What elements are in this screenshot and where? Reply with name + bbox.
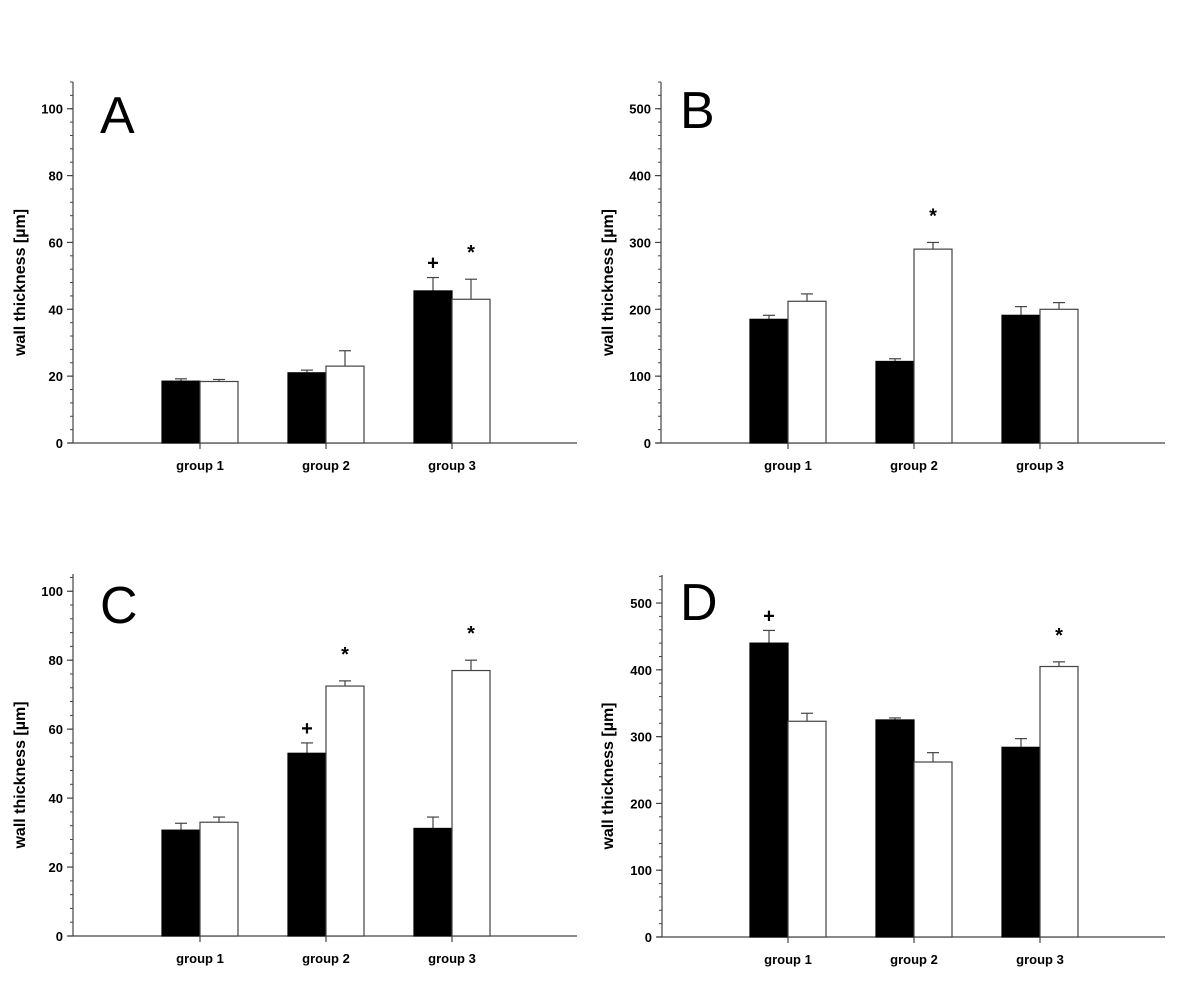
bar: [1001, 314, 1041, 444]
y-axis-label: wall thickness [µm]: [12, 209, 29, 357]
x-tick-label: group 3: [428, 951, 476, 966]
bar: [1039, 308, 1079, 444]
x-tick-label: group 1: [764, 952, 812, 967]
x-tick-label: group 2: [890, 458, 938, 473]
bar: [875, 360, 915, 444]
bar: [413, 827, 453, 937]
y-tick-label: 200: [629, 302, 651, 317]
bar: [451, 298, 491, 444]
y-tick-label: 20: [49, 860, 63, 875]
bar: [913, 761, 953, 938]
y-tick-label: 0: [56, 436, 63, 451]
bar: [1001, 746, 1041, 938]
bar: [287, 372, 327, 444]
x-tick-label: group 2: [302, 458, 350, 473]
y-tick-label: 100: [41, 102, 63, 117]
y-tick-label: 80: [49, 653, 63, 668]
bar: [787, 300, 827, 444]
x-tick-label: group 2: [890, 952, 938, 967]
y-tick-label: 0: [645, 930, 652, 945]
y-tick-label: 100: [629, 369, 651, 384]
bar: [749, 318, 789, 444]
significance-marker: +: [301, 718, 313, 740]
y-tick-label: 500: [629, 102, 651, 117]
panel-label: C: [100, 577, 138, 635]
significance-marker: *: [341, 644, 349, 666]
significance-marker: +: [427, 253, 439, 275]
y-tick-label: 80: [49, 169, 63, 184]
bar: [451, 669, 491, 937]
y-tick-label: 500: [630, 596, 652, 611]
significance-marker: *: [467, 242, 475, 264]
x-tick-label: group 2: [302, 951, 350, 966]
bar: [413, 290, 453, 444]
significance-marker: *: [467, 623, 475, 645]
bar: [1039, 665, 1079, 938]
significance-marker: +: [763, 605, 775, 627]
bar: [875, 719, 915, 938]
y-axis-label: wall thickness [µm]: [600, 209, 617, 357]
y-tick-label: 60: [49, 722, 63, 737]
bar: [787, 720, 827, 938]
y-tick-label: 100: [630, 863, 652, 878]
panel-d: 0 100 200 300 400 500 wall thickness [µm] Dgrou…: [600, 574, 1165, 967]
y-axis-label: wall thickness [µm]: [12, 701, 29, 849]
y-tick-label: 200: [630, 796, 652, 811]
x-tick-label: group 1: [764, 458, 812, 473]
y-tick-label: 40: [49, 791, 63, 806]
significance-marker: *: [1055, 625, 1063, 647]
x-tick-label: group 3: [428, 458, 476, 473]
y-tick-label: 0: [644, 436, 651, 451]
panel-label: A: [100, 87, 135, 145]
bar: [199, 380, 239, 444]
panel-label: D: [680, 574, 718, 632]
y-tick-label: 20: [49, 369, 63, 384]
bar: [161, 829, 201, 937]
panel-label: B: [680, 82, 715, 140]
y-tick-label: 400: [630, 663, 652, 678]
x-tick-label: group 3: [1016, 458, 1064, 473]
bar: [287, 752, 327, 937]
y-tick-label: 300: [629, 235, 651, 250]
y-tick-label: 400: [629, 169, 651, 184]
y-tick-label: 60: [49, 235, 63, 250]
bar: [161, 380, 201, 444]
y-tick-label: 100: [41, 584, 63, 599]
bar: [325, 685, 365, 937]
y-tick-label: 40: [49, 302, 63, 317]
significance-marker: *: [929, 205, 937, 227]
y-axis-label: wall thickness [µm]: [600, 702, 617, 850]
x-tick-label: group 1: [176, 951, 224, 966]
y-tick-label: 300: [630, 730, 652, 745]
panel-b: 0 100 200 300 400 500 wall thickness [µm] Bgrou…: [600, 81, 1165, 473]
bar: [325, 365, 365, 444]
bar: [199, 821, 239, 937]
bar: [749, 642, 789, 938]
y-tick-label: 0: [56, 929, 63, 944]
bar: [913, 248, 953, 444]
x-tick-label: group 3: [1016, 952, 1064, 967]
x-tick-label: group 1: [176, 458, 224, 473]
